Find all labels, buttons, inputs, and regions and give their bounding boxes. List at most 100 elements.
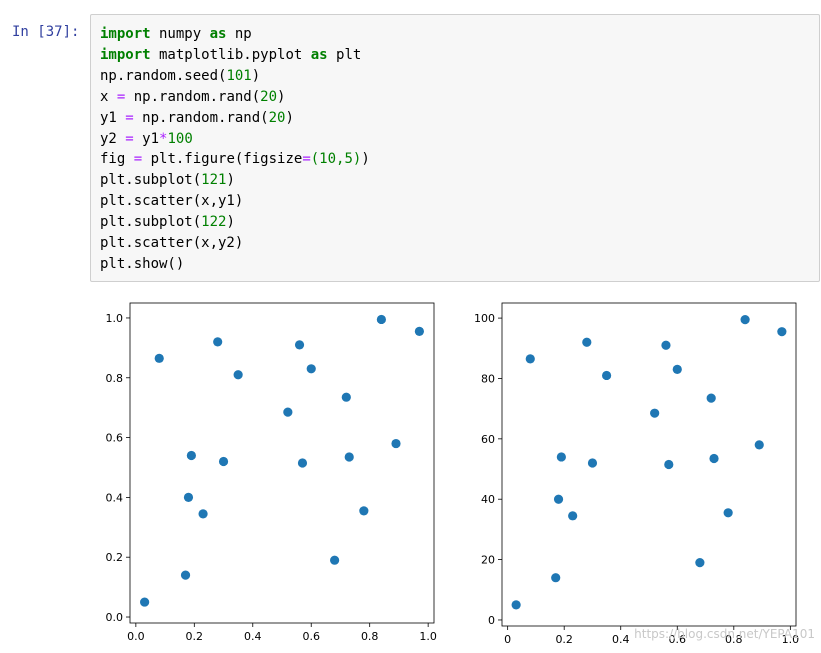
scatter-point: [664, 459, 674, 470]
scatter-point: [650, 408, 660, 418]
code-line: np.random.seed(101): [100, 66, 370, 87]
scatter-point: [661, 340, 671, 350]
code-token: plt.scatter(x,y2): [100, 235, 244, 252]
scatter-point: [754, 440, 764, 450]
code-token: np.random.rand(: [133, 109, 269, 126]
code-token: y1: [100, 109, 126, 126]
code-token: ): [251, 67, 261, 84]
code-token: =: [116, 88, 126, 105]
code-token: plt.scatter(x,y1): [100, 193, 244, 210]
scatter-point: [551, 573, 561, 583]
code-token: matplotlib.pyplot: [150, 46, 311, 63]
code-token: 122: [201, 214, 227, 231]
scatter-point: [601, 370, 612, 381]
code-token: *: [159, 130, 168, 147]
code-cell[interactable]: import numpy as np import matplotlib.pypl…: [90, 14, 820, 282]
scatter-point: [376, 314, 386, 325]
axes-frame: [129, 302, 435, 624]
scatter-point: [283, 407, 293, 417]
code-line: fig = plt.figure(figsize=(10,5)): [100, 149, 370, 170]
y-tick-label: 0.0: [106, 611, 124, 624]
code-token: 101: [226, 67, 252, 84]
x-tick-label: 0.4: [244, 630, 262, 643]
scatter-point: [233, 370, 243, 380]
x-tick-label: 0.2: [555, 633, 573, 646]
code-token: plt.subplot(: [100, 172, 202, 189]
y-tick-label: 100: [474, 312, 495, 325]
figure-output: 0.0 0.2 0.4 0.6 0.8 1.0 0.0 0.2 0.4 0.6 0.8 1.0 0 20 4…: [106, 302, 815, 646]
code-token: np.random.rand(: [125, 88, 261, 105]
scatter-point: [777, 327, 787, 337]
code-token: as: [209, 26, 227, 42]
scatter-point: [525, 354, 535, 364]
x-tick-label: 0.6: [669, 633, 687, 646]
axes-frame: [501, 302, 797, 627]
code-token: plt.figure(figsize: [142, 151, 303, 168]
scatter-point: [341, 392, 351, 402]
code-token: numpy: [150, 26, 210, 42]
code-line: import numpy as np: [100, 24, 370, 45]
cell-prompt: In [37]:: [12, 24, 80, 40]
code-line: x = np.random.rand(20): [100, 87, 370, 108]
scatter-panel-2: 0 20 40 60 80 100 0 0.2 0.4 0.6 0.8 1.0: [474, 302, 799, 646]
scatter-point: [186, 450, 196, 461]
x-tick-label: 1.0: [419, 630, 437, 643]
code-token: plt.show(): [100, 255, 185, 272]
scatter-point: [695, 558, 705, 568]
code-token: y1: [133, 130, 160, 147]
scatter-point: [723, 508, 733, 518]
y-tick-label: 0.8: [106, 372, 124, 385]
y-tick-label: 60: [481, 433, 495, 446]
scatter-point: [154, 353, 164, 363]
code-line: y1 = np.random.rand(20): [100, 108, 370, 129]
scatter-point: [183, 492, 194, 502]
scatter-point: [198, 509, 208, 519]
code-token: 20: [268, 109, 286, 126]
code-token: =: [125, 109, 134, 126]
code-token: y2: [100, 130, 126, 147]
y-tick-label: 0.2: [106, 551, 124, 564]
scatter-point: [556, 452, 566, 462]
x-tick-label: 0.4: [612, 633, 630, 646]
scatter-point: [587, 458, 598, 468]
scatter-point: [359, 506, 369, 516]
y-tick-label: 0.6: [106, 432, 124, 445]
scatter-point: [140, 597, 150, 607]
x-tick-label: 0.0: [127, 630, 145, 643]
scatter-point: [391, 438, 401, 449]
cell-output: 0.0 0.2 0.4 0.6 0.8 1.0 0.0 0.2 0.4 0.6 0.8 1.0 0 20 4…: [90, 290, 821, 653]
code-token: 121: [201, 172, 227, 189]
code-token: =: [125, 130, 134, 147]
code-token: plt: [327, 46, 362, 63]
y-tick-label: 0: [488, 614, 495, 627]
code-token: ): [285, 109, 294, 126]
code-line: plt.show(): [100, 254, 370, 275]
code-token: import: [100, 26, 151, 42]
code-token: ): [226, 172, 235, 189]
y-tick-label: 0.4: [106, 491, 124, 504]
scatter-point: [294, 340, 305, 350]
x-tick-label: 0.6: [302, 630, 320, 643]
code-token: import: [100, 46, 151, 63]
code-editor[interactable]: import numpy as np import matplotlib.pypl…: [100, 24, 370, 275]
y-tick-label: 20: [481, 554, 495, 567]
code-line: import matplotlib.pyplot as plt: [100, 45, 370, 66]
scatter-point: [218, 456, 229, 467]
x-tick-label: 0.8: [725, 633, 743, 646]
scatter-point: [213, 337, 223, 347]
scatter-point: [330, 555, 340, 565]
scatter-point: [706, 393, 716, 403]
scatter-point: [582, 337, 592, 347]
y-tick-label: 80: [481, 372, 495, 385]
y-tick-label: 1.0: [106, 312, 124, 325]
scatter-point: [672, 364, 682, 375]
scatter-point: [511, 600, 521, 610]
code-token: =: [133, 151, 143, 168]
code-token: plt.subplot(: [100, 214, 202, 231]
scatter-point: [568, 511, 578, 521]
code-line: plt.scatter(x,y1): [100, 191, 370, 212]
code-token: x: [100, 88, 117, 105]
code-token: ): [277, 88, 286, 105]
scatter-point: [297, 458, 308, 468]
code-token: np.random.seed(: [100, 67, 227, 84]
